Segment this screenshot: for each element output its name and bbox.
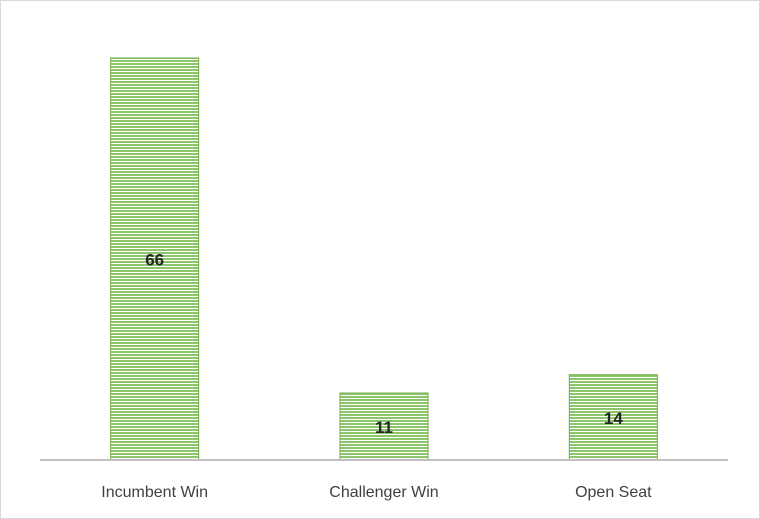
data-label: 14 [604, 409, 623, 428]
bar [339, 392, 429, 461]
bar [110, 57, 200, 461]
data-label: 11 [375, 418, 393, 437]
bar [568, 374, 658, 461]
data-label: 66 [145, 250, 164, 269]
x-tick-label: Open Seat [575, 484, 652, 501]
x-tick-label: Incumbent Win [101, 484, 208, 501]
x-tick-label: Challenger Win [329, 484, 438, 501]
